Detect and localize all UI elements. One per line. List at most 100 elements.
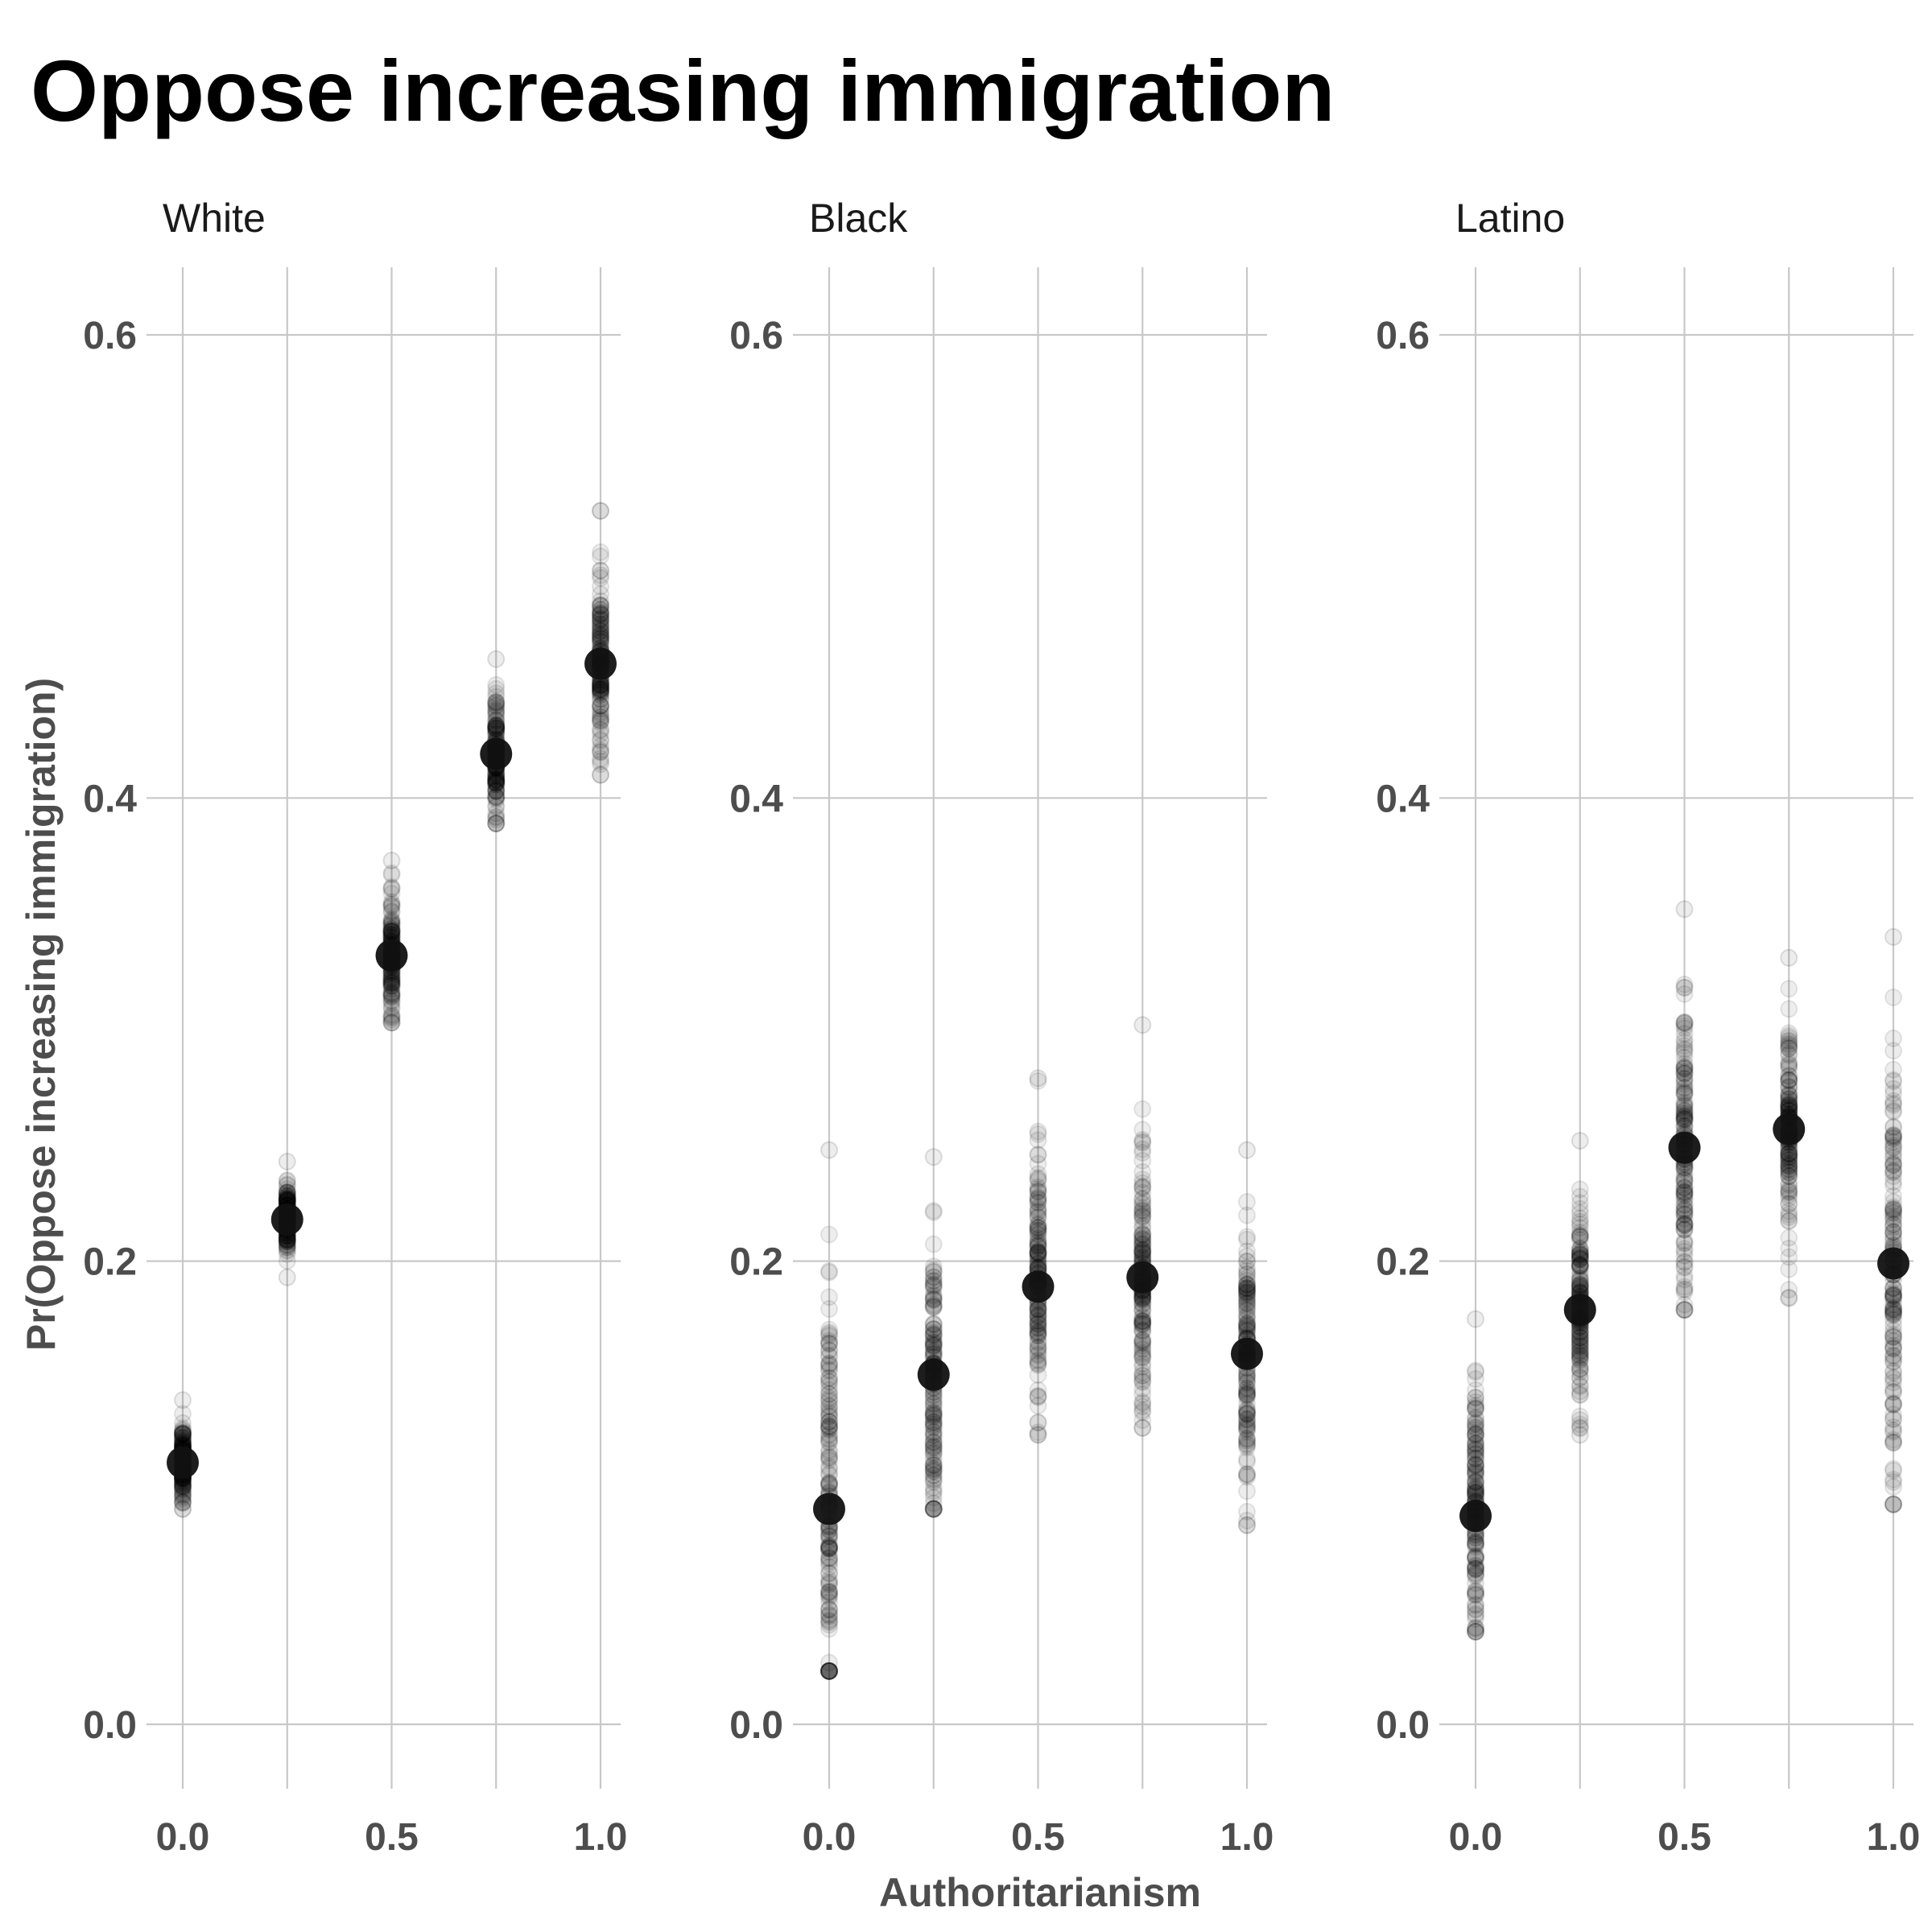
draw-point — [820, 1354, 838, 1373]
draw-point — [592, 730, 609, 749]
draw-point — [592, 596, 609, 614]
draw-point — [1885, 1352, 1902, 1371]
draw-point — [592, 601, 609, 619]
draw-point — [924, 1459, 943, 1477]
draw-point — [382, 988, 401, 1006]
draw-point — [1885, 988, 1902, 1006]
draw-point — [592, 720, 609, 738]
draw-point — [820, 1356, 838, 1374]
draw-point — [382, 1009, 401, 1027]
draw-point — [1029, 1243, 1047, 1261]
draw-point — [1029, 1315, 1047, 1334]
draw-point — [174, 1492, 192, 1511]
draw-point — [278, 1245, 296, 1263]
draw-point — [382, 1011, 401, 1030]
draw-point — [382, 877, 401, 896]
draw-point — [1029, 1337, 1047, 1356]
draw-point — [820, 1430, 838, 1448]
draw-point — [487, 716, 506, 735]
draw-point — [382, 976, 401, 994]
draw-point — [174, 1424, 192, 1443]
draw-point — [174, 1493, 192, 1512]
draw-point — [1780, 1167, 1798, 1186]
draw-point — [820, 1607, 838, 1625]
draw-point — [278, 1176, 296, 1195]
draw-point — [382, 1005, 401, 1024]
draw-point — [592, 696, 609, 715]
draw-point — [487, 808, 506, 827]
draw-point — [174, 1429, 192, 1447]
draw-point — [382, 865, 401, 884]
draw-point — [487, 814, 506, 832]
y-tick-label: 0.0 — [729, 1704, 783, 1747]
draw-point — [592, 628, 609, 646]
draw-point — [382, 921, 401, 939]
draw-point — [592, 630, 609, 648]
mean-point — [1563, 1294, 1596, 1327]
draw-point — [487, 717, 506, 736]
draw-point — [174, 1429, 192, 1447]
draw-point — [174, 1422, 192, 1440]
draw-point — [487, 797, 506, 815]
mean-point — [813, 1492, 845, 1525]
draw-point — [487, 774, 506, 792]
draw-point — [487, 791, 506, 809]
draw-point — [487, 715, 506, 733]
draw-point — [1133, 1121, 1152, 1139]
draw-point — [1467, 1437, 1484, 1455]
draw-point — [820, 1549, 838, 1567]
draw-point — [1029, 1381, 1047, 1399]
draw-point — [174, 1405, 192, 1423]
draw-point — [1780, 1239, 1798, 1257]
draw-point — [592, 605, 609, 623]
mean-point — [1231, 1337, 1263, 1370]
draw-point — [820, 1573, 838, 1591]
draw-point — [174, 1426, 192, 1445]
draw-point — [820, 1288, 838, 1307]
draw-point — [487, 814, 506, 832]
draw-point — [1029, 1154, 1047, 1173]
mean-point — [917, 1358, 950, 1391]
draw-point — [1780, 1260, 1798, 1278]
draw-point — [382, 976, 401, 995]
x-tick-label: 1.0 — [1867, 1816, 1921, 1859]
draw-point — [820, 1355, 838, 1373]
draw-point — [592, 682, 609, 700]
draw-point — [1675, 1096, 1694, 1115]
draw-point — [820, 1403, 838, 1422]
draw-point — [1675, 975, 1694, 993]
draw-point — [820, 1600, 838, 1618]
draw-point — [382, 920, 401, 939]
draw-point — [592, 741, 609, 760]
draw-point — [820, 1381, 838, 1399]
draw-point — [278, 1171, 296, 1190]
draw-point — [174, 1391, 192, 1410]
draw-point — [592, 732, 609, 750]
draw-point — [487, 720, 506, 738]
x-tick-label: 0.5 — [365, 1816, 419, 1859]
draw-point — [174, 1428, 192, 1447]
draw-point — [1675, 1048, 1694, 1067]
draw-point — [1885, 1029, 1902, 1047]
draw-point — [174, 1480, 192, 1498]
draw-point — [487, 774, 506, 793]
mean-point — [1459, 1500, 1492, 1533]
draw-point — [174, 1487, 192, 1505]
draw-point — [487, 696, 506, 714]
x-tick-label: 1.0 — [574, 1816, 628, 1859]
draw-point — [592, 630, 609, 649]
draw-point — [487, 804, 506, 823]
facet-panel-latino: Latino 0.0 0.2 0.4 0.6 0.0 0.5 1.0 — [1376, 196, 1920, 1859]
draw-point — [592, 614, 609, 633]
draw-point — [382, 914, 401, 932]
draw-point — [924, 1289, 943, 1307]
draw-point — [174, 1414, 192, 1432]
y-tick-label: 0.4 — [729, 778, 783, 820]
draw-point — [1885, 1136, 1902, 1154]
draw-point — [1133, 1016, 1152, 1034]
draw-point — [382, 911, 401, 930]
draw-point — [1675, 1170, 1694, 1189]
draw-point — [487, 807, 506, 826]
draw-point — [924, 1235, 943, 1253]
draw-point — [820, 1417, 838, 1435]
